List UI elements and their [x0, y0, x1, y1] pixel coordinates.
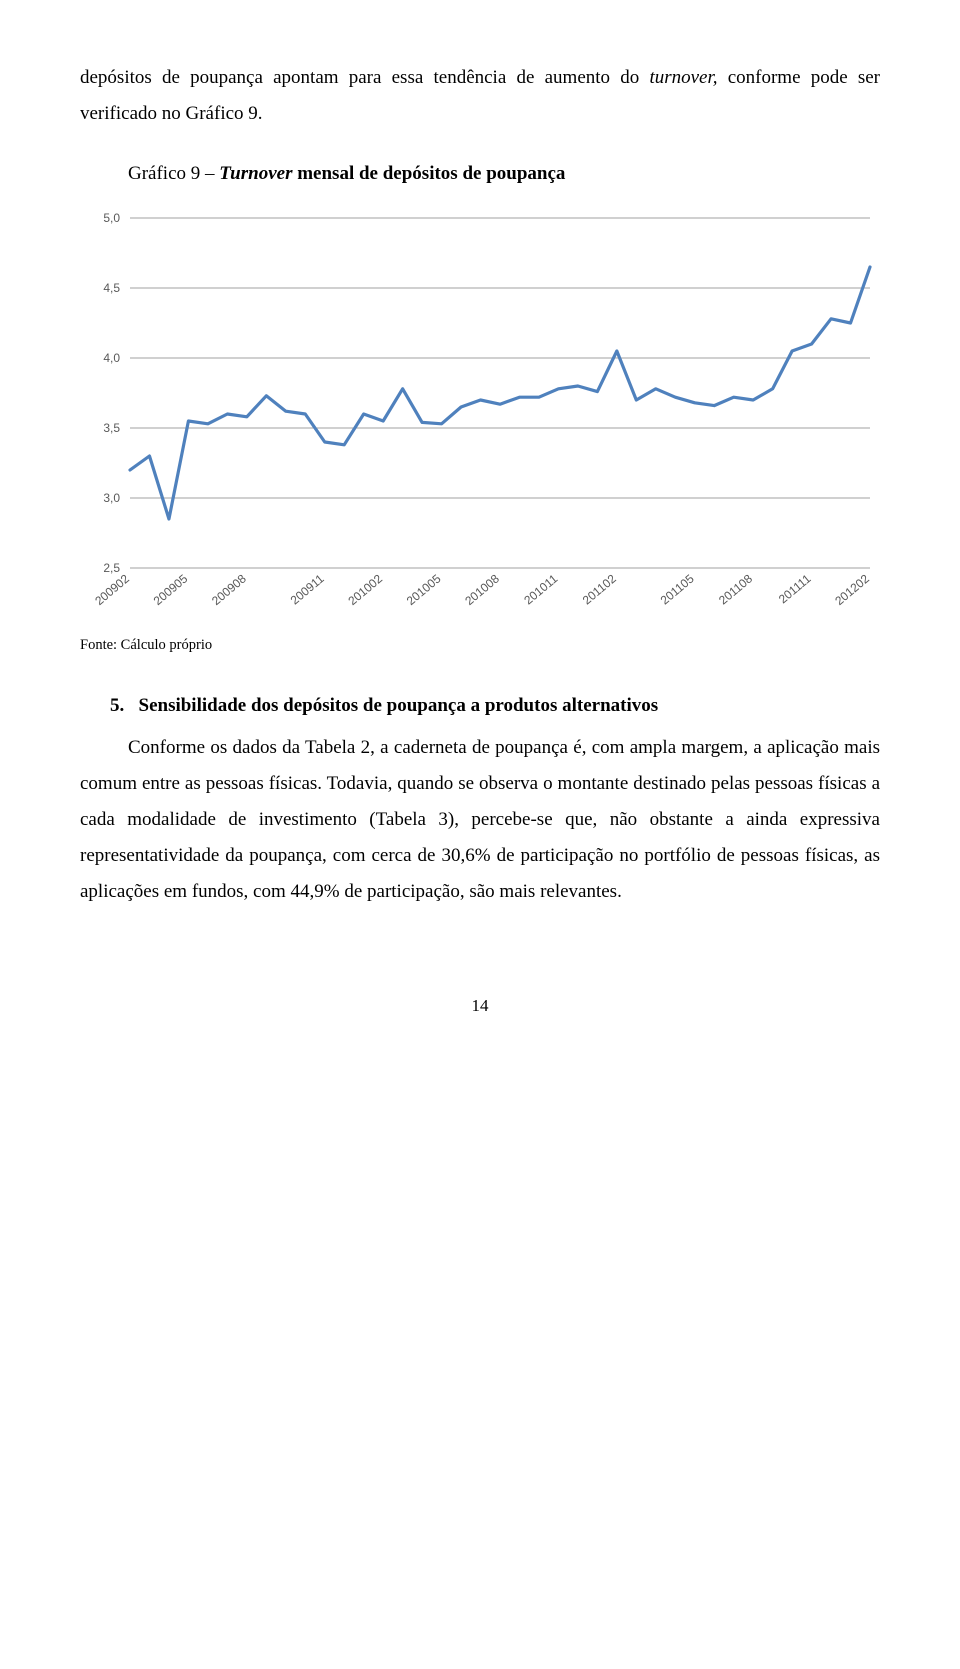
page-number: 14 — [80, 990, 880, 1022]
intro-paragraph: depósitos de poupança apontam para essa … — [80, 60, 880, 132]
svg-text:201202: 201202 — [832, 572, 872, 609]
svg-text:201005: 201005 — [404, 572, 444, 609]
turnover-line-chart: 2,5 3,0 3,5 4,0 4,5 5,0 200902 200905 200908 2009… — [80, 208, 880, 628]
chart-caption: Gráfico 9 – Turnover mensal de depósitos… — [80, 156, 880, 192]
svg-text:4,5: 4,5 — [103, 281, 120, 295]
svg-text:201105: 201105 — [658, 572, 697, 608]
svg-text:201008: 201008 — [462, 572, 502, 609]
section-title: Sensibilidade dos depósitos de poupança … — [139, 695, 659, 716]
svg-text:4,0: 4,0 — [103, 351, 120, 365]
chart-caption-post: mensal de depósitos de poupança — [292, 163, 565, 184]
svg-text:201111: 201111 — [776, 572, 814, 607]
svg-text:201108: 201108 — [716, 572, 755, 608]
section-heading: 5. Sensibilidade dos depósitos de poupan… — [80, 688, 880, 724]
svg-text:200902: 200902 — [92, 572, 132, 609]
svg-text:201102: 201102 — [580, 572, 619, 608]
svg-text:3,0: 3,0 — [103, 491, 120, 505]
section-number: 5. — [110, 695, 124, 716]
svg-text:200908: 200908 — [209, 572, 249, 609]
intro-pre: depósitos de poupança apontam para essa … — [80, 67, 649, 88]
chart-caption-italic: Turnover — [219, 163, 292, 184]
svg-text:201011: 201011 — [521, 572, 560, 608]
svg-text:5,0: 5,0 — [103, 211, 120, 225]
svg-text:200905: 200905 — [151, 572, 191, 609]
chart-caption-label: Gráfico 9 – — [128, 163, 219, 184]
intro-italic: turnover, — [649, 67, 717, 88]
svg-text:201002: 201002 — [345, 572, 385, 609]
svg-text:2,5: 2,5 — [103, 561, 120, 575]
body-paragraph: Conforme os dados da Tabela 2, a caderne… — [80, 730, 880, 910]
svg-text:200911: 200911 — [288, 572, 327, 608]
svg-text:3,5: 3,5 — [103, 421, 120, 435]
chart-source: Fonte: Cálculo próprio — [80, 632, 880, 660]
